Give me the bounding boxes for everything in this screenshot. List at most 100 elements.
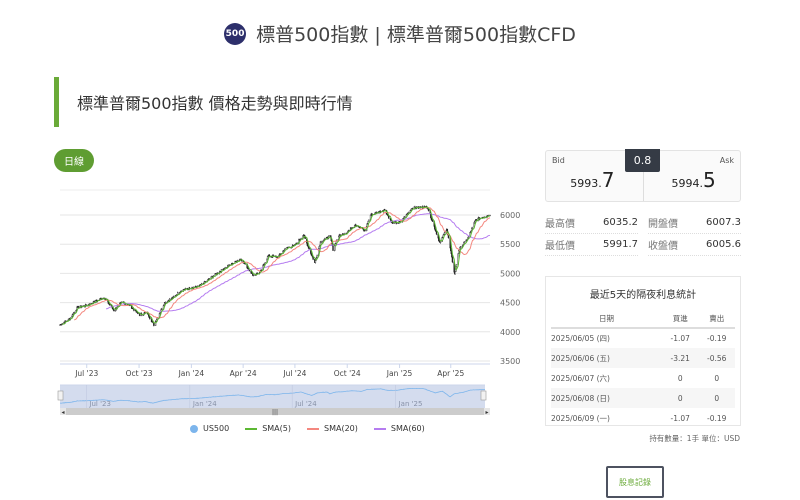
table-row: 2025/06/05 (四) -1.07 -0.19 — [551, 334, 727, 343]
legend-us500[interactable]: US500 — [190, 424, 229, 433]
legend-sma5[interactable]: SMA(5) — [245, 424, 291, 433]
table-row: 2025/06/09 (一) -1.07 -0.19 — [551, 413, 727, 423]
candle — [324, 237, 326, 240]
candle — [388, 215, 390, 219]
page-title: 標普500指數 | 標準普爾500指數CFD — [256, 24, 576, 46]
col-buy: 買進 — [661, 310, 699, 329]
candle — [489, 214, 491, 216]
x-tick-label: Oct '24 — [334, 369, 361, 378]
stat-low: 最低價 5991.7 — [545, 234, 638, 256]
chart-legend: US500 SMA(5) SMA(20) SMA(60) — [190, 424, 425, 433]
scrollbar-grip-icon: ||| — [272, 409, 278, 416]
price-stats: 最高價 6035.2 開盤價 6007.3 最低價 5991.7 收盤價 6005.6 — [545, 212, 741, 256]
candle — [332, 245, 334, 251]
table-row: 2025/06/06 (五) -3.21 -0.56 — [551, 348, 735, 368]
daily-period-button[interactable]: 日線 — [54, 149, 94, 172]
legend-line-icon — [307, 427, 319, 430]
candle — [252, 274, 255, 276]
ask-label: Ask — [719, 156, 734, 165]
candle — [73, 312, 75, 314]
dividend-record-button[interactable]: 股息記錄 — [606, 466, 664, 498]
x-tick-label: Jan '24 — [178, 369, 205, 378]
candle — [467, 236, 470, 239]
candle — [435, 231, 438, 235]
candle — [308, 248, 310, 250]
candle — [292, 244, 294, 246]
bid-box: Bid 5993.7 — [546, 151, 643, 201]
candle — [109, 304, 111, 306]
x-tick-label: Apr '25 — [437, 369, 464, 378]
table-row: 2025/06/07 (六) 0 0 — [551, 373, 720, 383]
navigator-handle[interactable] — [57, 390, 64, 401]
stat-high: 最高價 6035.2 — [545, 212, 638, 234]
overnight-interest-panel: 最近5天的隔夜利息統計 日期 買進 賣出 2025/06/05 (四) -1.07… — [545, 276, 741, 426]
overnight-table: 日期 買進 賣出 2025/06/05 (四) -1.07 -0.19 2025/0… — [551, 310, 735, 428]
stat-close: 收盤價 6005.6 — [648, 234, 741, 256]
navigator-range — [60, 385, 485, 408]
y-tick-label: 6000 — [500, 211, 520, 220]
candle — [471, 226, 474, 229]
candle — [463, 241, 466, 243]
candle — [454, 271, 457, 275]
candle — [153, 322, 155, 326]
legend-dot-icon — [190, 424, 198, 433]
legend-line-icon — [373, 427, 386, 430]
scroll-left-icon: ◂ — [61, 409, 64, 416]
candle — [368, 219, 370, 222]
candle — [439, 241, 442, 243]
candle — [318, 245, 321, 249]
x-tick-label: Jul '24 — [282, 369, 306, 378]
candle — [316, 255, 318, 258]
ask-box: Ask 5994.5 — [642, 151, 741, 201]
candle — [431, 220, 434, 222]
sma20-line — [74, 207, 491, 321]
scrollbar-thumb[interactable] — [66, 408, 484, 415]
candle — [228, 264, 231, 266]
y-tick-label: 4000 — [500, 328, 520, 337]
legend-sma20[interactable]: SMA(20) — [307, 424, 358, 433]
bid-price: 5993.7 — [570, 168, 615, 192]
navigator-tick-label: Jan '25 — [398, 400, 423, 408]
candle — [306, 242, 309, 246]
scroll-right-icon: ▸ — [485, 409, 488, 416]
candle — [396, 222, 398, 224]
x-tick-label: Oct '23 — [126, 369, 153, 378]
candle — [244, 263, 247, 265]
quote-panel: Bid 5993.7 Ask 5994.5 — [545, 150, 741, 202]
candle — [161, 308, 163, 310]
navigator-handle[interactable] — [480, 390, 487, 401]
x-tick-label: Jan '25 — [386, 369, 413, 378]
x-tick-label: Apr '24 — [230, 369, 257, 378]
bid-label: Bid — [552, 156, 565, 165]
y-tick-label: 4500 — [500, 299, 520, 308]
legend-sma60[interactable]: SMA(60) — [373, 424, 425, 433]
navigator-tick-label: Jul '23 — [88, 400, 111, 408]
navigator-series — [60, 387, 485, 404]
overnight-title: 最近5天的隔夜利息統計 — [589, 290, 697, 301]
candle — [451, 256, 454, 263]
sma60-line — [105, 213, 491, 312]
stat-open: 開盤價 6007.3 — [648, 212, 741, 234]
candle — [455, 264, 458, 268]
candle — [403, 216, 406, 218]
legend-line-icon — [245, 427, 258, 430]
candle — [348, 230, 350, 232]
candle — [423, 205, 426, 207]
candle — [443, 232, 446, 235]
unit-note: 持有數量：1手 單位：USD — [649, 434, 740, 443]
candle — [149, 317, 151, 319]
page-header: 500 標普500指數 | 標準普爾500指數CFD — [0, 20, 800, 47]
candle — [312, 256, 314, 260]
spread-badge: 0.8 — [625, 149, 660, 172]
table-row: 2025/06/08 (日) 0 0 — [551, 388, 735, 408]
y-tick-label: 5000 — [500, 269, 520, 278]
candle — [137, 312, 139, 314]
x-tick-label: Jul '23 — [74, 369, 98, 378]
candle — [459, 246, 462, 248]
col-date: 日期 — [551, 310, 662, 329]
candle — [320, 241, 322, 243]
sma5-line — [62, 206, 491, 325]
section-title: 標準普爾500指數 價格走勢與即時行情 — [54, 77, 353, 127]
candle — [328, 235, 330, 237]
